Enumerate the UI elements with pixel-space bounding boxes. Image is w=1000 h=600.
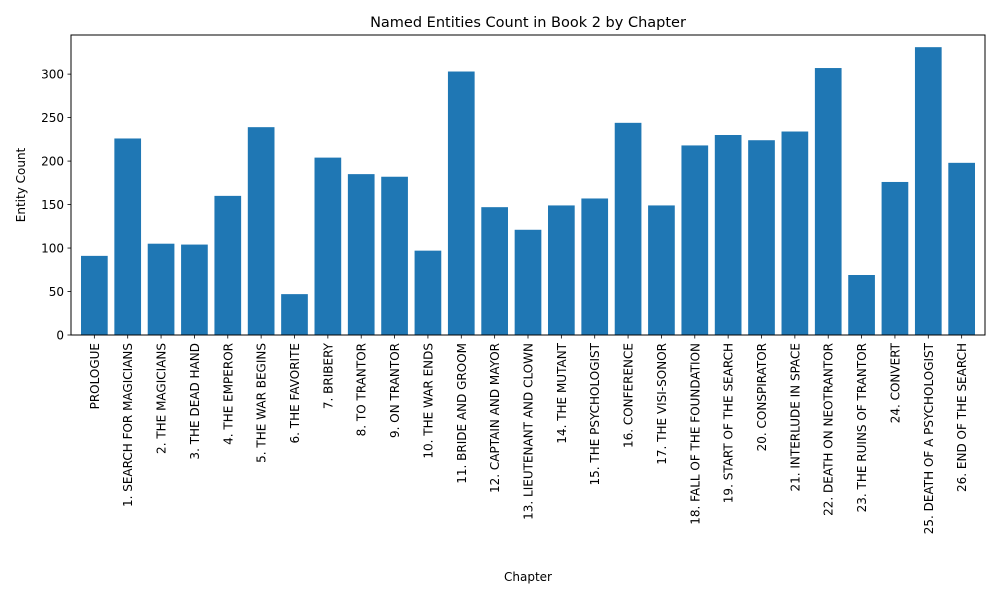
y-axis-ticks: 0 50 100 150 200 250 300 — [41, 68, 71, 343]
bar-10 — [414, 250, 442, 335]
bar-13 — [514, 229, 542, 335]
x-tick-label-11: 11. BRIDE AND GROOM — [455, 343, 469, 484]
bar-23 — [848, 275, 875, 335]
y-axis-title: Entity Count — [14, 147, 28, 222]
bars-group — [81, 47, 975, 336]
y-tick-label-3: 150 — [41, 198, 64, 212]
bar-0 — [81, 255, 108, 335]
x-axis-title: Chapter — [504, 570, 552, 584]
x-tick-label-3: 3. THE DEAD HAND — [188, 343, 202, 460]
bar-18 — [681, 145, 709, 335]
x-tick-label-14: 14. THE MUTANT — [555, 342, 569, 443]
x-tick-label-12: 12. CAPTAIN AND MAYOR — [488, 343, 502, 493]
bar-1 — [114, 138, 142, 335]
x-tick-label-20: 20. CONSPIRATOR — [755, 343, 769, 451]
bar-22 — [814, 68, 842, 335]
x-tick-label-2: 2. THE MAGICIANS — [155, 343, 169, 454]
x-tick-label-0: PROLOGUE — [88, 343, 102, 409]
x-tick-label-13: 13. LIEUTENANT AND CLOWN — [522, 343, 536, 520]
x-tick-label-15: 15. THE PSYCHOLOGIST — [588, 342, 602, 485]
bar-26 — [948, 162, 975, 335]
bar-5 — [247, 127, 275, 335]
x-tick-label-10: 10. THE WAR ENDS — [421, 343, 435, 459]
bar-14 — [548, 205, 575, 335]
x-axis-ticks: PROLOGUE 1. SEARCH FOR MAGICIANS 2. THE MA… — [88, 335, 969, 534]
y-tick-label-4: 200 — [41, 155, 64, 169]
x-tick-label-6: 6. THE FAVORITE — [288, 343, 302, 444]
y-tick-label-1: 50 — [49, 285, 64, 299]
bar-19 — [714, 135, 742, 335]
bar-16 — [614, 122, 642, 335]
bar-12 — [481, 207, 508, 335]
x-tick-label-18: 18. FALL OF THE FOUNDATION — [688, 343, 702, 525]
x-tick-label-24: 24. CONVERT — [888, 342, 902, 423]
x-tick-label-25: 25. DEATH OF A PSYCHOLOGIST — [922, 342, 936, 534]
bar-25 — [914, 47, 942, 336]
bar-9 — [381, 176, 408, 335]
bar-17 — [648, 205, 675, 335]
x-tick-label-4: 4. THE EMPEROR — [221, 343, 235, 445]
x-tick-label-21: 21. INTERLUDE IN SPACE — [788, 343, 802, 492]
bar-4 — [214, 195, 242, 335]
x-tick-label-8: 8. TO TRANTOR — [355, 343, 369, 436]
y-tick-label-5: 250 — [41, 111, 64, 125]
x-tick-label-17: 17. THE VISI-SONOR — [655, 343, 669, 465]
x-tick-label-23: 23. THE RUINS OF TRANTOR — [855, 343, 869, 512]
x-tick-label-9: 9. ON TRANTOR — [388, 343, 402, 438]
bar-15 — [581, 198, 609, 335]
bar-3 — [181, 244, 208, 335]
y-tick-label-6: 300 — [41, 68, 64, 82]
bar-6 — [281, 294, 308, 335]
bar-2 — [147, 243, 175, 335]
bar-8 — [347, 174, 375, 335]
x-tick-label-19: 19. START OF THE SEARCH — [722, 343, 736, 503]
plot-frame — [70, 34, 986, 336]
x-tick-label-7: 7. BRIBERY — [321, 342, 335, 409]
bar-21 — [781, 131, 809, 335]
bar-11 — [447, 71, 475, 336]
y-tick-label-2: 100 — [41, 242, 64, 256]
x-tick-label-22: 22. DEATH ON NEOTRANTOR — [822, 343, 836, 516]
bar-20 — [748, 140, 775, 335]
x-tick-label-16: 16. CONFERENCE — [622, 343, 636, 448]
x-tick-label-5: 5. THE WAR BEGINS — [255, 343, 269, 463]
y-tick-label-0: 0 — [56, 329, 64, 343]
x-tick-label-1: 1. SEARCH FOR MAGICIANS — [121, 343, 135, 507]
bar-7 — [314, 157, 342, 335]
x-tick-label-26: 26. END OF THE SEARCH — [955, 343, 969, 492]
bar-24 — [881, 181, 909, 335]
chart-title: Named Entities Count in Book 2 by Chapte… — [370, 15, 686, 31]
